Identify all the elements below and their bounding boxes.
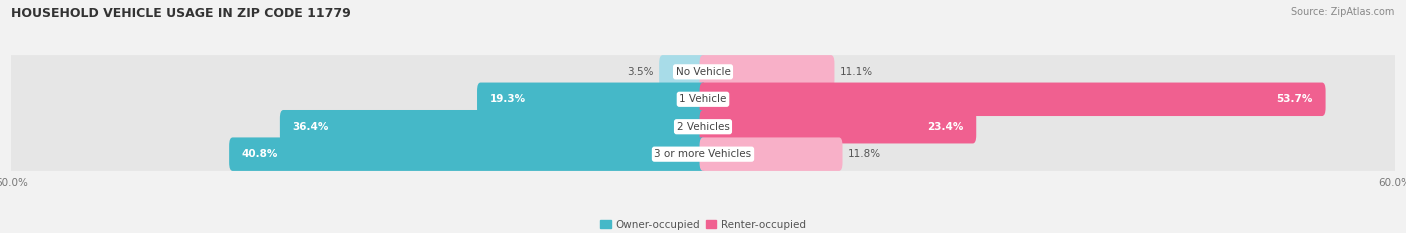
- Legend: Owner-occupied, Renter-occupied: Owner-occupied, Renter-occupied: [596, 216, 810, 233]
- FancyBboxPatch shape: [700, 110, 976, 144]
- FancyBboxPatch shape: [8, 110, 1398, 144]
- Text: 53.7%: 53.7%: [1277, 94, 1313, 104]
- FancyBboxPatch shape: [700, 137, 842, 171]
- Text: 3 or more Vehicles: 3 or more Vehicles: [654, 149, 752, 159]
- FancyBboxPatch shape: [700, 82, 1326, 116]
- FancyBboxPatch shape: [280, 110, 706, 144]
- FancyBboxPatch shape: [229, 137, 706, 171]
- Text: 11.8%: 11.8%: [848, 149, 882, 159]
- FancyBboxPatch shape: [8, 137, 1398, 171]
- Text: 40.8%: 40.8%: [242, 149, 278, 159]
- Text: 19.3%: 19.3%: [489, 94, 526, 104]
- Text: 1 Vehicle: 1 Vehicle: [679, 94, 727, 104]
- Text: HOUSEHOLD VEHICLE USAGE IN ZIP CODE 11779: HOUSEHOLD VEHICLE USAGE IN ZIP CODE 1177…: [11, 7, 352, 20]
- FancyBboxPatch shape: [8, 82, 1398, 116]
- Text: 3.5%: 3.5%: [627, 67, 654, 77]
- FancyBboxPatch shape: [477, 82, 706, 116]
- Text: Source: ZipAtlas.com: Source: ZipAtlas.com: [1291, 7, 1395, 17]
- Text: No Vehicle: No Vehicle: [675, 67, 731, 77]
- FancyBboxPatch shape: [700, 55, 834, 89]
- FancyBboxPatch shape: [8, 55, 1398, 89]
- Text: 23.4%: 23.4%: [927, 122, 963, 132]
- Text: 2 Vehicles: 2 Vehicles: [676, 122, 730, 132]
- Text: 11.1%: 11.1%: [841, 67, 873, 77]
- Text: 36.4%: 36.4%: [292, 122, 329, 132]
- FancyBboxPatch shape: [659, 55, 706, 89]
